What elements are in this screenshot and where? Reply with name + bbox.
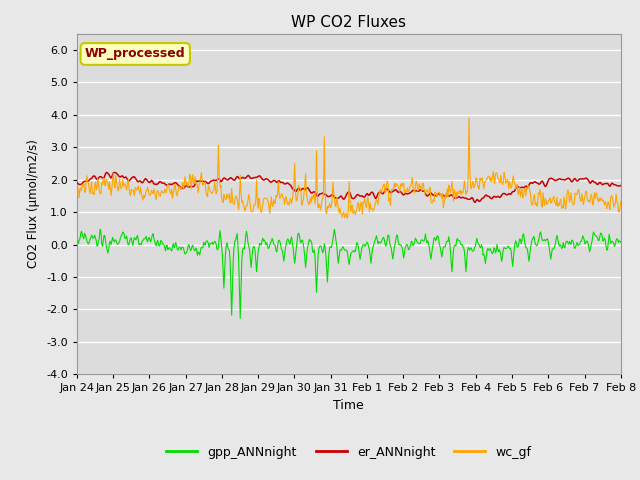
wc_gf — [245, 192, 253, 197]
gpp_ANNnight — [565, 241, 573, 247]
er_ANNnight — [498, 192, 506, 198]
gpp_ANNnight — [236, 315, 244, 321]
er_ANNnight — [617, 183, 625, 189]
er_ANNnight — [207, 178, 214, 184]
gpp_ANNnight — [246, 247, 253, 252]
er_ANNnight — [227, 175, 235, 180]
wc_gf — [617, 198, 625, 204]
er_ANNnight — [73, 180, 81, 185]
Text: WP_processed: WP_processed — [85, 48, 186, 60]
Line: wc_gf: wc_gf — [77, 118, 621, 218]
Legend: gpp_ANNnight, er_ANNnight, wc_gf: gpp_ANNnight, er_ANNnight, wc_gf — [161, 441, 536, 464]
Y-axis label: CO2 Flux (μmol/m2/s): CO2 Flux (μmol/m2/s) — [28, 140, 40, 268]
gpp_ANNnight — [206, 240, 214, 246]
wc_gf — [73, 192, 81, 197]
wc_gf — [498, 179, 506, 185]
gpp_ANNnight — [617, 239, 625, 245]
er_ANNnight — [102, 169, 110, 175]
gpp_ANNnight — [498, 259, 506, 264]
gpp_ANNnight — [432, 238, 440, 243]
wc_gf — [227, 200, 234, 206]
wc_gf — [431, 190, 438, 195]
er_ANNnight — [565, 175, 573, 181]
gpp_ANNnight — [73, 235, 81, 240]
er_ANNnight — [431, 192, 438, 198]
X-axis label: Time: Time — [333, 399, 364, 412]
gpp_ANNnight — [331, 227, 339, 232]
Line: er_ANNnight: er_ANNnight — [77, 172, 621, 202]
wc_gf — [565, 190, 573, 196]
Title: WP CO2 Fluxes: WP CO2 Fluxes — [291, 15, 406, 30]
Line: gpp_ANNnight: gpp_ANNnight — [77, 229, 621, 318]
wc_gf — [206, 188, 214, 194]
wc_gf — [465, 115, 473, 120]
gpp_ANNnight — [227, 257, 234, 263]
wc_gf — [344, 215, 351, 221]
er_ANNnight — [246, 174, 253, 180]
er_ANNnight — [472, 199, 479, 205]
